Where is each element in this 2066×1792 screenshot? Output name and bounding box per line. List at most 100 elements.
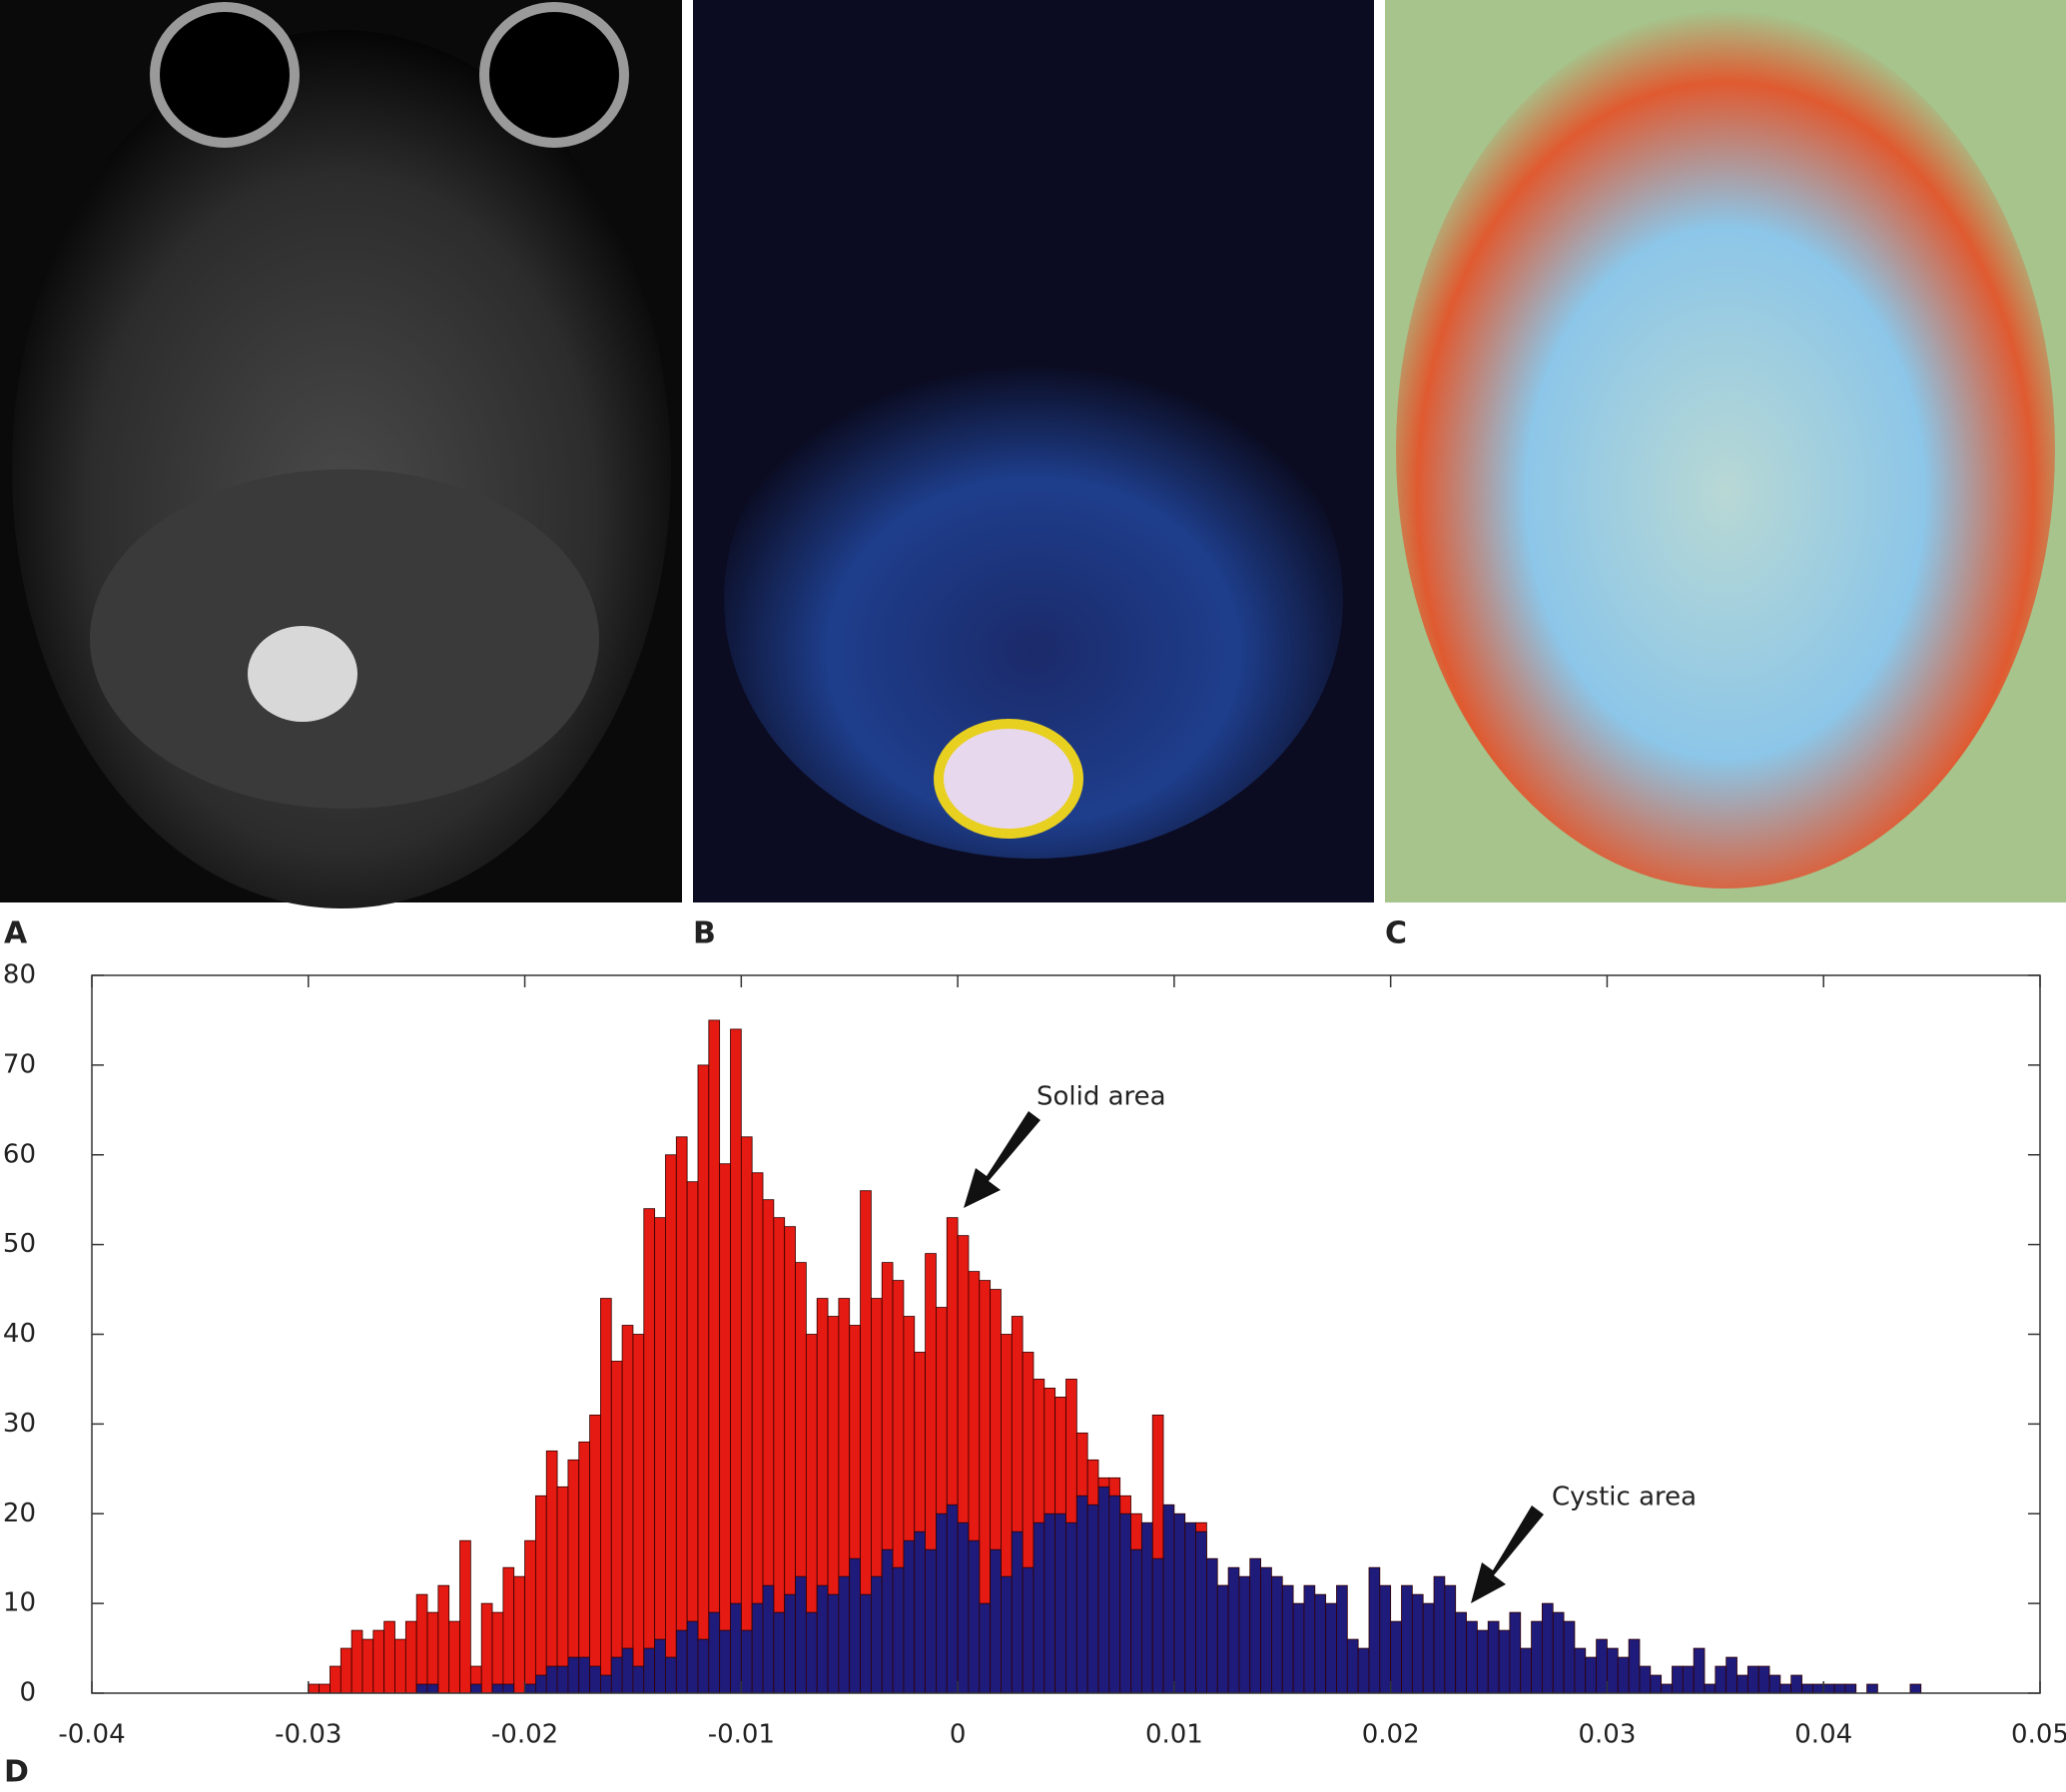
bar [610,1361,623,1694]
bar [524,1683,536,1694]
bar [578,1656,590,1694]
bar [675,1629,688,1694]
y-tick-label: 0 [19,1678,36,1708]
bar [1909,1683,1922,1694]
bar [1314,1593,1327,1694]
bar [1379,1584,1392,1694]
arrow [964,1111,1040,1208]
bar [838,1575,851,1694]
bar [697,1638,710,1694]
annotation: Solid area [1036,1082,1166,1112]
bar [1054,1512,1066,1694]
bar [600,1298,612,1694]
bar [708,1019,721,1694]
bar [1693,1647,1706,1694]
bar [665,1656,677,1694]
bar [361,1638,374,1694]
bar [1422,1602,1435,1694]
bar [1346,1638,1359,1694]
bar [1672,1665,1684,1694]
bar [1086,1503,1099,1694]
bar [1108,1494,1121,1694]
bar [502,1683,515,1694]
bar [730,1028,742,1694]
bar [1001,1575,1013,1694]
bar [740,1629,753,1694]
bar [632,1665,645,1694]
bar [1368,1566,1381,1694]
bar [675,1136,688,1694]
bar [1617,1656,1630,1694]
mri-panel-b [693,0,1374,902]
bar [990,1548,1002,1694]
bar [643,1647,656,1694]
y-tick-label: 70 [3,1049,36,1079]
bar [1746,1665,1759,1694]
bar [383,1620,395,1694]
bar [1162,1503,1175,1694]
bar [1542,1602,1554,1694]
bar [957,1521,970,1694]
bar [1844,1683,1857,1694]
bar [534,1674,547,1694]
x-tick-label: -0.03 [275,1720,342,1750]
bar [1757,1665,1770,1694]
bar [1075,1494,1088,1694]
y-tick-label: 20 [3,1498,36,1528]
bar [1195,1530,1207,1694]
y-tick-label: 30 [3,1409,36,1439]
y-tick-label: 60 [3,1139,36,1169]
bar [1822,1683,1835,1694]
bar [1281,1584,1294,1694]
bar [340,1647,352,1694]
panel-label: A [4,916,28,951]
bar [1043,1512,1056,1694]
bar [308,1683,321,1694]
bar [1779,1683,1792,1694]
bar [459,1539,471,1694]
bar [426,1611,439,1694]
bar [1768,1674,1781,1694]
bar [1216,1584,1229,1694]
bar [762,1584,775,1694]
x-tick-label: 0.05 [2011,1720,2066,1750]
bar [1552,1611,1565,1694]
y-tick-label: 50 [3,1229,36,1259]
bar [1455,1611,1467,1694]
bar [404,1620,417,1694]
panel-label: C [1385,916,1407,951]
bar [1661,1683,1673,1694]
bar [1574,1647,1587,1694]
bar [730,1602,742,1694]
bar [827,1593,840,1694]
bar [1249,1557,1261,1694]
annotation: Cystic area [1552,1483,1697,1512]
bar [1704,1683,1717,1694]
bar [534,1494,547,1694]
bar [784,1593,796,1694]
bar [1476,1629,1489,1694]
bar [849,1557,861,1694]
x-tick-label: 0.02 [1362,1720,1420,1750]
bar [1022,1566,1034,1694]
bar [643,1208,656,1694]
bar [578,1441,590,1694]
bar [795,1575,807,1694]
bar [1271,1575,1283,1694]
bar [1151,1557,1164,1694]
bar [1303,1584,1316,1694]
bar [589,1665,601,1694]
bar [719,1629,731,1694]
bar [330,1665,342,1694]
bar [860,1593,872,1694]
y-tick-label: 10 [3,1588,36,1618]
bar [480,1602,493,1694]
x-tick-label: 0.01 [1145,1720,1203,1750]
x-tick-label: -0.01 [708,1720,775,1750]
bar [805,1611,818,1694]
bar [415,1683,428,1694]
bar [545,1450,558,1694]
bar [1833,1683,1846,1694]
bar [545,1665,558,1694]
x-tick-label: -0.04 [58,1720,125,1750]
